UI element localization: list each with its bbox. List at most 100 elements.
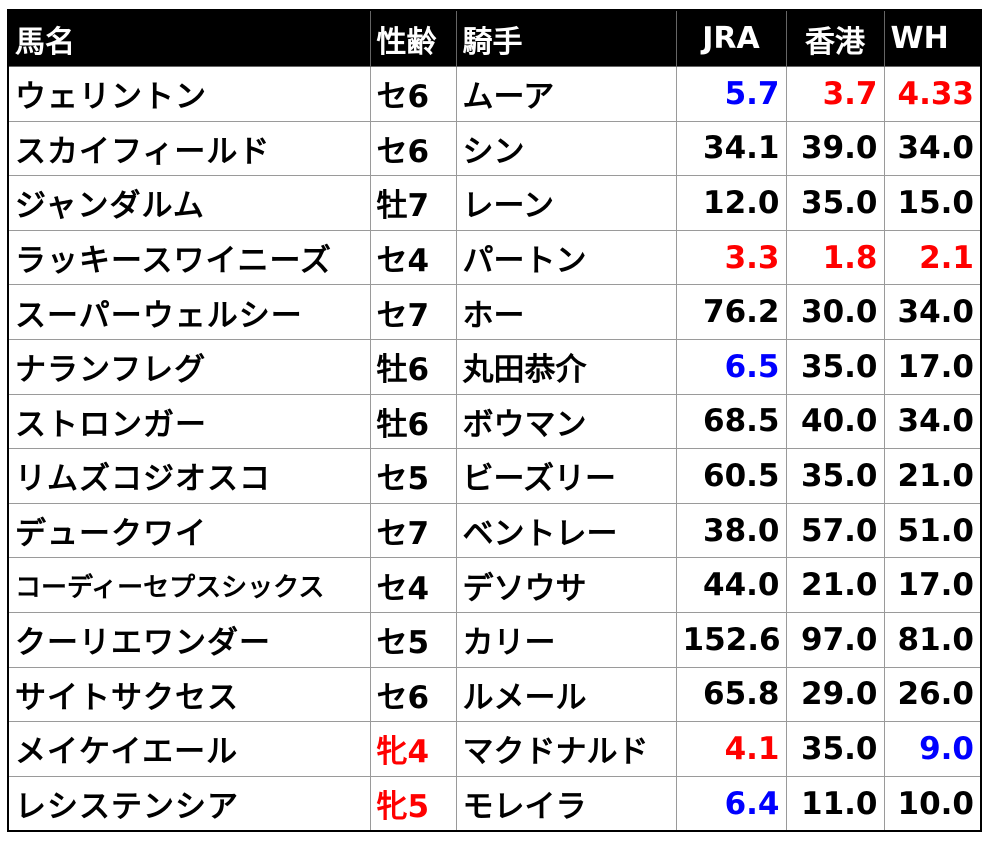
table-row: スカイフィールド セ6 シン 34.1 39.0 34.0 — [7, 120, 982, 177]
jockey-cell: カリー — [455, 611, 677, 668]
wh-odds-cell: 10.0 — [883, 775, 982, 832]
hk-odds-cell: 1.8 — [785, 229, 885, 286]
horse-name-cell: ナランフレグ — [7, 338, 371, 395]
jra-odds-cell: 60.5 — [675, 448, 787, 504]
horse-name-cell: スーパーウェルシー — [7, 284, 371, 340]
jra-odds-cell: 76.2 — [675, 284, 787, 340]
horse-name-cell: サイトサクセス — [7, 666, 371, 723]
header-row: 馬名 性齢 騎手 JRA 香港 WH — [7, 9, 982, 67]
horse-name-cell: レシステンシア — [7, 775, 371, 832]
jockey-cell: ルメール — [455, 666, 677, 723]
jra-odds-cell: 68.5 — [675, 393, 787, 450]
header-jra: JRA — [675, 9, 787, 67]
header-hk: 香港 — [785, 9, 885, 67]
sex-age-cell: セ6 — [369, 666, 457, 723]
horse-name-cell: コーディーセプスシックス — [7, 557, 371, 613]
sex-age-cell: セ7 — [369, 284, 457, 340]
jra-odds-cell: 34.1 — [675, 120, 787, 177]
table-row: リムズコジオスコ セ5 ビーズリー 60.5 35.0 21.0 — [7, 448, 982, 504]
table-row: ジャンダルム 牡7 レーン 12.0 35.0 15.0 — [7, 175, 982, 231]
wh-odds-cell: 34.0 — [883, 120, 982, 177]
hk-odds-cell: 3.7 — [785, 66, 885, 122]
sex-age-cell: セ6 — [369, 66, 457, 122]
horse-name-cell: メイケイエール — [7, 721, 371, 777]
table-header: 馬名 性齢 騎手 JRA 香港 WH — [7, 9, 982, 67]
table-row: コーディーセプスシックス セ4 デソウサ 44.0 21.0 17.0 — [7, 557, 982, 613]
horse-name-cell: ジャンダルム — [7, 175, 371, 231]
horse-name-cell: ストロンガー — [7, 393, 371, 450]
odds-table: 馬名 性齢 騎手 JRA 香港 WH ウェリントン セ6 ムーア 5.7 3.7 4.33… — [7, 9, 982, 833]
table-row: ストロンガー 牡6 ボウマン 68.5 40.0 34.0 — [7, 393, 982, 450]
header-wh: WH — [883, 9, 982, 67]
table-row: メイケイエール 牝4 マクドナルド 4.1 35.0 9.0 — [7, 721, 982, 777]
wh-odds-cell: 4.33 — [883, 66, 982, 122]
table-row: スーパーウェルシー セ7 ホー 76.2 30.0 34.0 — [7, 284, 982, 340]
jockey-cell: ムーア — [455, 66, 677, 122]
horse-name-cell: デュークワイ — [7, 502, 371, 559]
jra-odds-cell: 38.0 — [675, 502, 787, 559]
jra-odds-cell: 5.7 — [675, 66, 787, 122]
jockey-cell: レーン — [455, 175, 677, 231]
sex-age-cell: 牝5 — [369, 775, 457, 832]
jockey-cell: デソウサ — [455, 557, 677, 613]
wh-odds-cell: 34.0 — [883, 393, 982, 450]
jockey-cell: ビーズリー — [455, 448, 677, 504]
hk-odds-cell: 39.0 — [785, 120, 885, 177]
header-jockey: 騎手 — [455, 9, 677, 67]
table-row: サイトサクセス セ6 ルメール 65.8 29.0 26.0 — [7, 666, 982, 723]
table-row: レシステンシア 牝5 モレイラ 6.4 11.0 10.0 — [7, 775, 982, 832]
header-sex-age: 性齢 — [369, 9, 457, 67]
jra-odds-cell: 4.1 — [675, 721, 787, 777]
hk-odds-cell: 35.0 — [785, 721, 885, 777]
wh-odds-cell: 81.0 — [883, 611, 982, 668]
table-body: ウェリントン セ6 ムーア 5.7 3.7 4.33 スカイフィールド セ6 シン 34.1 39.… — [7, 66, 982, 832]
horse-name-cell: スカイフィールド — [7, 120, 371, 177]
hk-odds-cell: 35.0 — [785, 338, 885, 395]
jra-odds-cell: 3.3 — [675, 229, 787, 286]
sex-age-cell: セ4 — [369, 557, 457, 613]
hk-odds-cell: 30.0 — [785, 284, 885, 340]
table-row: ウェリントン セ6 ムーア 5.7 3.7 4.33 — [7, 66, 982, 122]
jra-odds-cell: 44.0 — [675, 557, 787, 613]
jockey-cell: パートン — [455, 229, 677, 286]
horse-name-cell: クーリエワンダー — [7, 611, 371, 668]
jockey-cell: ベントレー — [455, 502, 677, 559]
table-row: ナランフレグ 牡6 丸田恭介 6.5 35.0 17.0 — [7, 338, 982, 395]
horse-name-cell: ウェリントン — [7, 66, 371, 122]
sex-age-cell: セ7 — [369, 502, 457, 559]
jockey-cell: ボウマン — [455, 393, 677, 450]
sex-age-cell: 牡6 — [369, 393, 457, 450]
wh-odds-cell: 21.0 — [883, 448, 982, 504]
wh-odds-cell: 26.0 — [883, 666, 982, 723]
jockey-cell: シン — [455, 120, 677, 177]
wh-odds-cell: 2.1 — [883, 229, 982, 286]
jockey-cell: マクドナルド — [455, 721, 677, 777]
hk-odds-cell: 29.0 — [785, 666, 885, 723]
hk-odds-cell: 11.0 — [785, 775, 885, 832]
jra-odds-cell: 6.4 — [675, 775, 787, 832]
table-row: クーリエワンダー セ5 カリー 152.6 97.0 81.0 — [7, 611, 982, 668]
hk-odds-cell: 35.0 — [785, 448, 885, 504]
hk-odds-cell: 97.0 — [785, 611, 885, 668]
header-horse: 馬名 — [7, 9, 371, 67]
horse-name-cell: ラッキースワイニーズ — [7, 229, 371, 286]
wh-odds-cell: 34.0 — [883, 284, 982, 340]
hk-odds-cell: 57.0 — [785, 502, 885, 559]
jra-odds-cell: 12.0 — [675, 175, 787, 231]
sex-age-cell: 牡7 — [369, 175, 457, 231]
sex-age-cell: セ5 — [369, 448, 457, 504]
wh-odds-cell: 17.0 — [883, 338, 982, 395]
wh-odds-cell: 15.0 — [883, 175, 982, 231]
table-row: デュークワイ セ7 ベントレー 38.0 57.0 51.0 — [7, 502, 982, 559]
jockey-cell: モレイラ — [455, 775, 677, 832]
horse-name-cell: リムズコジオスコ — [7, 448, 371, 504]
sex-age-cell: 牡6 — [369, 338, 457, 395]
wh-odds-cell: 17.0 — [883, 557, 982, 613]
sex-age-cell: セ4 — [369, 229, 457, 286]
sex-age-cell: 牝4 — [369, 721, 457, 777]
jra-odds-cell: 152.6 — [675, 611, 787, 668]
jockey-cell: 丸田恭介 — [455, 338, 677, 395]
sex-age-cell: セ5 — [369, 611, 457, 668]
sex-age-cell: セ6 — [369, 120, 457, 177]
hk-odds-cell: 40.0 — [785, 393, 885, 450]
